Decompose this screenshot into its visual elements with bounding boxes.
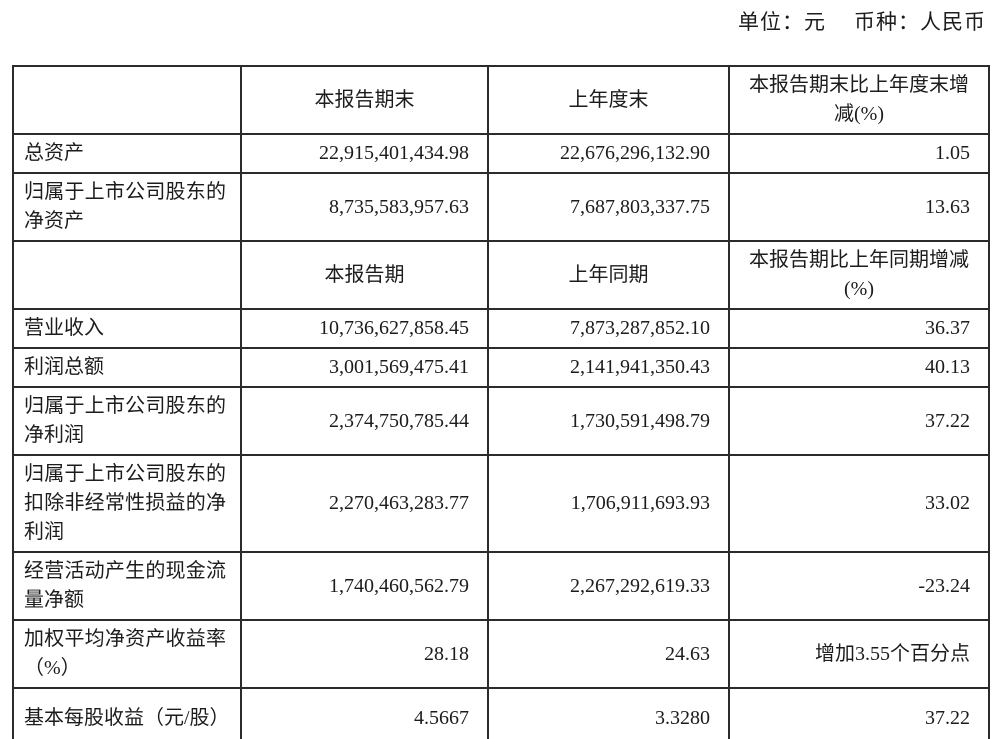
row-label-cell: 归属于上市公司股东的净资产 [12,172,242,242]
value-cell: 2,267,292,619.33 [487,551,730,621]
table-row: 利润总额 3,001,569,475.41 2,141,941,350.43 40.1… [12,347,990,388]
value-cell: 40.13 [728,347,990,388]
value-cell: 24.63 [487,619,730,689]
page-header-meta: 单位：元 币种：人民币 [738,6,986,36]
value-cell: 增加3.55个百分点 [728,619,990,689]
value-cell: 36.37 [728,308,990,349]
value-cell: -23.24 [728,551,990,621]
table-row: 经营活动产生的现金流量净额 1,740,460,562.79 2,267,292,6… [12,551,990,621]
row-label-cell [12,240,242,310]
value-cell: 2,141,941,350.43 [487,347,730,388]
value-cell: 本报告期 [240,240,489,310]
value-cell: 10,736,627,858.45 [240,308,489,349]
row-label-cell: 基本每股收益（元/股） [12,687,242,739]
currency-label: 币种：人民币 [854,10,986,34]
row-label-cell [12,65,242,135]
value-cell: 33.02 [728,454,990,553]
financial-summary-table: 本报告期末 上年度末 本报告期末比上年度末增减(%) 总资产 22,915,401,43… [12,65,990,739]
row-label-cell: 归属于上市公司股东的扣除非经常性损益的净利润 [12,454,242,553]
value-cell: 22,915,401,434.98 [240,133,489,174]
value-cell: 7,687,803,337.75 [487,172,730,242]
row-label-cell: 经营活动产生的现金流量净额 [12,551,242,621]
value-cell: 4.5667 [240,687,489,739]
table-row: 基本每股收益（元/股） 4.5667 3.3280 37.22 [12,687,990,739]
value-cell: 2,270,463,283.77 [240,454,489,553]
value-cell: 3.3280 [487,687,730,739]
financial-table-body: 本报告期末 上年度末 本报告期末比上年度末增减(%) 总资产 22,915,401,43… [12,65,990,739]
table-header-row: 本报告期末 上年度末 本报告期末比上年度末增减(%) [12,65,990,135]
value-cell: 37.22 [728,386,990,456]
value-cell: 1,740,460,562.79 [240,551,489,621]
value-cell: 13.63 [728,172,990,242]
row-label-cell: 归属于上市公司股东的净利润 [12,386,242,456]
table-header-row: 本报告期 上年同期 本报告期比上年同期增减(%) [12,240,990,310]
table-row: 营业收入 10,736,627,858.45 7,873,287,852.10 36.… [12,308,990,349]
value-cell: 37.22 [728,687,990,739]
value-cell: 上年同期 [487,240,730,310]
value-cell: 2,374,750,785.44 [240,386,489,456]
value-cell: 1,706,911,693.93 [487,454,730,553]
value-cell: 7,873,287,852.10 [487,308,730,349]
row-label-cell: 营业收入 [12,308,242,349]
value-cell: 上年度末 [487,65,730,135]
value-cell: 本报告期末比上年度末增减(%) [728,65,990,135]
table-row: 归属于上市公司股东的扣除非经常性损益的净利润 2,270,463,283.77 1,… [12,454,990,553]
table-row: 加权平均净资产收益率（%） 28.18 24.63 增加3.55个百分点 [12,619,990,689]
value-cell: 本报告期末 [240,65,489,135]
value-cell: 1,730,591,498.79 [487,386,730,456]
unit-label: 单位：元 [738,10,826,34]
row-label-cell: 利润总额 [12,347,242,388]
table-row: 总资产 22,915,401,434.98 22,676,296,132.90 1.0… [12,133,990,174]
table-row: 归属于上市公司股东的净资产 8,735,583,957.63 7,687,803,3… [12,172,990,242]
value-cell: 22,676,296,132.90 [487,133,730,174]
value-cell: 3,001,569,475.41 [240,347,489,388]
row-label-cell: 加权平均净资产收益率（%） [12,619,242,689]
table-row: 归属于上市公司股东的净利润 2,374,750,785.44 1,730,591,4… [12,386,990,456]
value-cell: 8,735,583,957.63 [240,172,489,242]
value-cell: 本报告期比上年同期增减(%) [728,240,990,310]
value-cell: 1.05 [728,133,990,174]
value-cell: 28.18 [240,619,489,689]
row-label-cell: 总资产 [12,133,242,174]
